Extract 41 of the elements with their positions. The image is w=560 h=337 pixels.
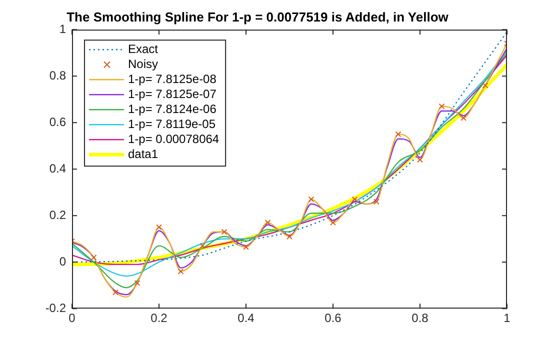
legend-label: 1-p= 0.00078064 bbox=[128, 132, 220, 146]
x-tick-label: 0.6 bbox=[324, 311, 342, 326]
chart-title: The Smoothing Spline For 1-p = 0.0077519 is Added, in Yellow bbox=[66, 9, 450, 24]
point bbox=[134, 280, 140, 286]
legend-label: Exact bbox=[128, 42, 159, 56]
legend-label: Noisy bbox=[128, 56, 158, 71]
point bbox=[178, 268, 184, 274]
point bbox=[352, 196, 358, 202]
x-tick-label: 1 bbox=[504, 311, 511, 326]
y-tick-label: 0.8 bbox=[49, 68, 66, 82]
legend-label: 1-p= 7.8125e-08 bbox=[128, 72, 217, 86]
x-tick-label: 0 bbox=[68, 311, 76, 326]
y-tick-label: 0.4 bbox=[49, 161, 66, 176]
x-tick-label: 0.8 bbox=[412, 311, 429, 326]
legend-label: 1-p= 7.8125e-07 bbox=[128, 86, 217, 101]
point bbox=[90, 254, 97, 260]
point bbox=[286, 234, 292, 240]
point bbox=[330, 220, 336, 226]
point bbox=[156, 224, 162, 230]
y-tick-label: -0.2 bbox=[45, 300, 66, 315]
y-tick-label: 0.6 bbox=[49, 114, 66, 129]
point bbox=[374, 198, 380, 205]
point bbox=[221, 228, 228, 235]
x-tick-label: 0.2 bbox=[150, 311, 168, 326]
point bbox=[200, 242, 206, 249]
point bbox=[243, 244, 249, 250]
y-tick-label: 0 bbox=[59, 254, 66, 268]
point bbox=[264, 220, 271, 226]
point bbox=[308, 196, 314, 202]
legend-label: 1-p= 7.8119e-05 bbox=[128, 116, 216, 131]
point bbox=[417, 156, 423, 163]
point bbox=[395, 131, 402, 138]
point bbox=[112, 289, 118, 296]
legend-label: 1-p= 7.8124e-06 bbox=[128, 102, 217, 116]
y-tick-label: 1 bbox=[59, 22, 66, 36]
point bbox=[438, 103, 445, 110]
y-tick-label: 0.2 bbox=[49, 208, 66, 222]
legend-label: data1 bbox=[128, 146, 158, 161]
point bbox=[460, 114, 466, 121]
x-tick-label: 0.4 bbox=[238, 311, 255, 326]
point bbox=[482, 82, 488, 88]
